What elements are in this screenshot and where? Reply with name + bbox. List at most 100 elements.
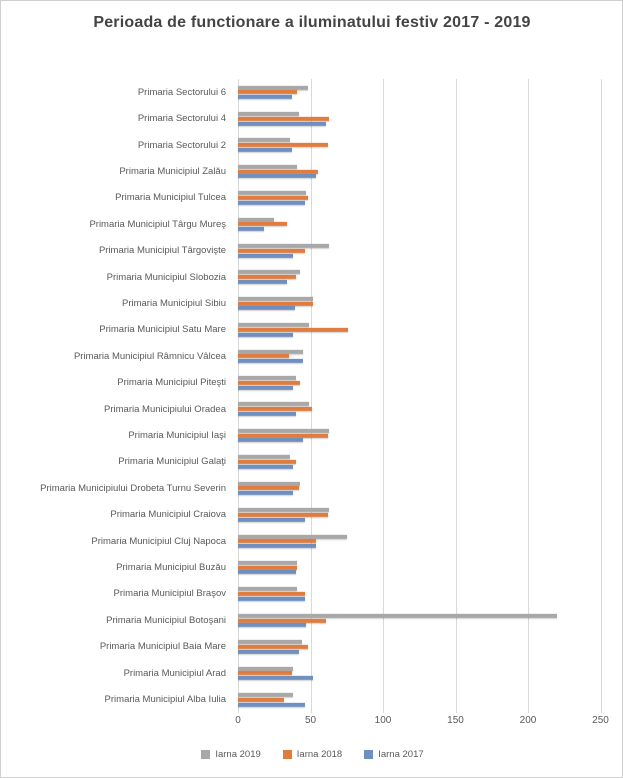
bar-iarna-2019 xyxy=(238,191,307,196)
category-row: Primaria Sectorului 4 xyxy=(1,105,622,131)
category-label: Primaria Sectorului 2 xyxy=(137,139,226,151)
bar-area xyxy=(233,79,622,105)
category-label: Primaria Municipiul Arad xyxy=(123,667,226,679)
category-row: Primaria Sectorului 2 xyxy=(1,132,622,158)
bar-iarna-2019 xyxy=(238,296,314,301)
bar-iarna-2019 xyxy=(238,507,330,512)
category-label: Primaria Municipiul Tulcea xyxy=(115,192,226,204)
bar-iarna-2019 xyxy=(238,323,310,328)
bar-iarna-2017 xyxy=(238,200,305,205)
bar-iarna-2018 xyxy=(238,301,314,306)
category-row: Primaria Municipiul Sibiu xyxy=(1,290,622,316)
bar-iarna-2017 xyxy=(238,491,294,496)
bar-iarna-2017 xyxy=(238,438,304,443)
category-label: Primaria Municipiul Galaţi xyxy=(118,456,226,468)
bar-area xyxy=(233,105,622,131)
chart-rows: Primaria Sectorului 6 Primaria Sectorului… xyxy=(1,79,622,713)
bar-iarna-2017 xyxy=(238,517,305,522)
category-label: Primaria Municipiul Cluj Napoca xyxy=(91,535,226,547)
bar-iarna-2019 xyxy=(238,692,294,697)
bar-iarna-2019 xyxy=(238,138,291,143)
bar-cluster xyxy=(238,402,312,416)
bar-iarna-2017 xyxy=(238,306,295,311)
bar-cluster xyxy=(238,191,308,205)
legend-swatch-icon xyxy=(282,750,292,759)
legend-label: Iarna 2017 xyxy=(378,749,424,760)
legend-label: Iarna 2019 xyxy=(215,749,261,760)
bar-iarna-2018 xyxy=(238,195,308,200)
category-label: Primaria Municipiul Piteşti xyxy=(117,377,226,389)
category-label: Primaria Municipiul Târgovişte xyxy=(98,245,226,257)
bar-iarna-2019 xyxy=(238,270,301,275)
category-label: Primaria Sectorului 4 xyxy=(137,113,226,125)
category-row: Primaria Municipiul Alba Iulia xyxy=(1,686,622,712)
category-label: Primaria Municipiul Târgu Mureş xyxy=(89,218,226,230)
bar-cluster xyxy=(238,217,288,232)
bar-cluster xyxy=(238,243,330,258)
bar-iarna-2017 xyxy=(238,332,294,337)
bar-area xyxy=(233,237,622,263)
category-row: Primaria Municipiul Zalău xyxy=(1,158,622,184)
category-label: Primaria Sectorului 6 xyxy=(137,86,226,98)
category-label: Primaria Municipiul Slobozia xyxy=(106,271,226,283)
category-row: Primaria Municipiul Râmnicu Vâlcea xyxy=(1,343,622,369)
category-row: Primaria Municipiul Cluj Napoca xyxy=(1,528,622,554)
bar-iarna-2018 xyxy=(238,169,318,174)
bar-area xyxy=(233,211,622,237)
bar-cluster xyxy=(238,323,349,337)
category-row: Primaria Municipiului Oradea xyxy=(1,396,622,422)
bar-iarna-2019 xyxy=(238,85,308,90)
category-row: Primaria Municipiul Târgovişte xyxy=(1,237,622,263)
bar-area xyxy=(233,158,622,184)
bar-area xyxy=(233,581,622,607)
bar-iarna-2018 xyxy=(238,248,305,253)
bar-iarna-2018 xyxy=(238,222,288,227)
category-row: Primaria Municipiul Piteşti xyxy=(1,369,622,395)
bar-cluster xyxy=(238,587,305,601)
bar-cluster xyxy=(238,296,314,311)
legend-label: Iarna 2018 xyxy=(296,749,343,760)
bar-cluster xyxy=(238,666,314,680)
bar-cluster xyxy=(238,455,296,469)
bar-iarna-2017 xyxy=(238,253,294,258)
bar-iarna-2019 xyxy=(238,428,330,433)
chart-title: Perioada de functionare a iluminatului f… xyxy=(93,14,531,31)
bar-iarna-2018 xyxy=(238,380,301,385)
bar-iarna-2019 xyxy=(238,666,294,671)
chart-legend: Iarna 2019 Iarna 2018 Iarna 2017 xyxy=(1,749,622,760)
bar-iarna-2018 xyxy=(238,433,328,438)
bar-area xyxy=(233,607,622,633)
bar-iarna-2019 xyxy=(238,375,296,380)
category-label: Primaria Municipiul Satu Mare xyxy=(99,324,226,336)
bar-area xyxy=(233,396,622,422)
bar-iarna-2019 xyxy=(238,639,302,644)
bar-iarna-2017 xyxy=(238,675,314,680)
category-label: Primaria Municipiului Drobeta Turnu Seve… xyxy=(40,482,226,494)
bar-iarna-2018 xyxy=(238,486,299,491)
category-label: Primaria Municipiul Baia Mare xyxy=(99,641,226,653)
bar-area xyxy=(233,554,622,580)
bar-area xyxy=(233,660,622,686)
bar-iarna-2018 xyxy=(238,459,296,464)
bar-cluster xyxy=(238,639,308,654)
bar-iarna-2019 xyxy=(238,349,304,354)
category-label: Primaria Municipiul Râmnicu Vâlcea xyxy=(73,350,226,362)
bar-iarna-2019 xyxy=(238,481,301,486)
category-row: Primaria Municipiul Galaţi xyxy=(1,449,622,475)
bar-iarna-2017 xyxy=(238,279,288,284)
x-tick-label: 250 xyxy=(592,715,609,726)
legend-swatch-icon xyxy=(201,750,211,759)
bar-iarna-2019 xyxy=(238,243,330,248)
bar-area xyxy=(233,475,622,501)
legend-swatch-icon xyxy=(364,750,374,759)
bar-iarna-2019 xyxy=(238,560,298,565)
bar-iarna-2017 xyxy=(238,94,292,99)
bar-iarna-2017 xyxy=(238,227,265,232)
bar-iarna-2018 xyxy=(238,618,327,623)
bar-iarna-2017 xyxy=(238,174,317,179)
bar-area xyxy=(233,317,622,343)
bar-iarna-2019 xyxy=(238,164,298,169)
bar-iarna-2019 xyxy=(238,587,298,592)
category-label: Primaria Municipiul Braşov xyxy=(113,588,226,600)
